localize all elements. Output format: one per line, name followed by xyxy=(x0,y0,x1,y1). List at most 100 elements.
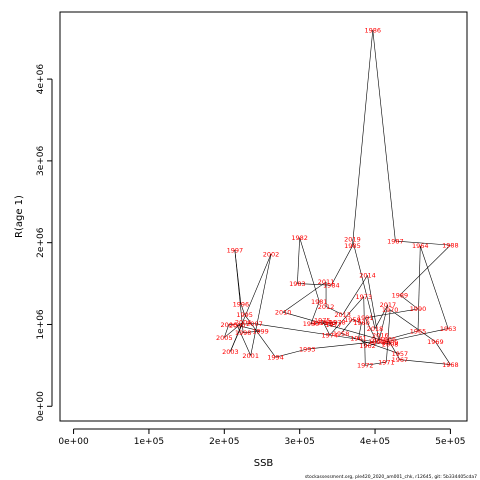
year-connecting-path xyxy=(224,29,451,366)
segment-2003-2004 xyxy=(230,321,244,352)
point-label-1962: 1962 xyxy=(359,342,376,350)
point-label-2014: 2014 xyxy=(359,272,376,280)
segment-1985-1986 xyxy=(352,29,374,246)
segment-1987-1988 xyxy=(395,240,451,246)
x-tick-label: 1e+05 xyxy=(134,437,164,447)
segment-1994-1995 xyxy=(244,314,276,358)
segment-2014-2015 xyxy=(367,275,380,341)
segment-1997-1998 xyxy=(234,250,244,333)
plot-frame xyxy=(59,11,468,422)
point-label-2017: 2017 xyxy=(380,301,397,309)
segment-2016-2017 xyxy=(380,304,389,336)
point-label-1977: 1977 xyxy=(325,321,342,329)
segment-1957-1958 xyxy=(341,333,401,355)
point-label-1961: 1961 xyxy=(350,335,367,343)
segment-1971-1972 xyxy=(365,361,387,366)
point-label-1972: 1972 xyxy=(357,362,374,370)
point-label-1957: 1957 xyxy=(392,350,409,358)
segment-1977-1978 xyxy=(333,321,338,325)
point-label-1995: 1995 xyxy=(236,311,253,319)
segment-1958-1959 xyxy=(340,319,353,334)
segment-2012-2013 xyxy=(325,306,343,315)
point-label-2010: 2010 xyxy=(275,309,292,317)
segment-1970-1971 xyxy=(386,309,391,363)
segment-1976-1977 xyxy=(327,322,334,325)
y-tick-label: 1e+06 xyxy=(36,309,46,340)
segment-2007-2008 xyxy=(254,323,391,345)
segment-1989-1990 xyxy=(399,294,419,310)
point-label-1984: 1984 xyxy=(323,282,340,290)
point-label-2008: 2008 xyxy=(382,340,399,348)
point-label-1975: 1975 xyxy=(314,317,331,325)
y-axis: 0e+00 1e+06 2e+06 3e+06 4e+06 xyxy=(36,64,53,421)
y-tick-label: 3e+06 xyxy=(36,145,46,176)
point-label-1989: 1989 xyxy=(392,291,409,299)
point-label-1960: 1960 xyxy=(353,319,370,327)
point-label-1970: 1970 xyxy=(382,306,399,314)
y-tick-label: 2e+06 xyxy=(36,227,46,258)
point-label-1971: 1971 xyxy=(378,358,395,366)
point-label-2003: 2003 xyxy=(222,348,239,356)
segment-1965-1966 xyxy=(387,330,419,340)
point-label-1999: 1999 xyxy=(252,327,269,335)
point-label-1986: 1986 xyxy=(365,26,382,34)
segment-1983-1984 xyxy=(297,283,332,286)
point-label-2001: 2001 xyxy=(242,352,259,360)
segment-2006-2007 xyxy=(228,323,255,325)
point-label-2000: 2000 xyxy=(229,322,246,330)
point-label-2004: 2004 xyxy=(235,318,252,326)
x-tick-label: 2e+05 xyxy=(209,437,239,447)
y-axis-title: R(age 1) xyxy=(14,195,25,238)
segment-1968-1969 xyxy=(435,341,451,365)
point-label-1996: 1996 xyxy=(233,300,250,308)
point-label-1979: 1979 xyxy=(313,319,330,327)
segment-1979-1980 xyxy=(310,322,321,324)
point-label-2013: 2013 xyxy=(334,311,351,319)
point-label-1968: 1968 xyxy=(442,361,459,369)
point-label-1964: 1964 xyxy=(412,242,429,250)
x-tick-label: 4e+05 xyxy=(360,437,390,447)
segment-1964-1965 xyxy=(417,245,421,332)
segment-1988-1989 xyxy=(399,244,451,296)
segment-1992-1993 xyxy=(307,341,377,350)
point-label-1991: 1991 xyxy=(357,314,374,322)
point-label-1963: 1963 xyxy=(440,325,457,333)
segment-2018-2019 xyxy=(352,239,376,329)
point-label-1973: 1973 xyxy=(355,293,372,301)
point-label-2011: 2011 xyxy=(318,278,335,286)
segment-2010-2011 xyxy=(282,281,327,313)
point-label-2009: 2009 xyxy=(382,339,399,347)
segment-1969-1970 xyxy=(389,309,436,342)
point-label-1982: 1982 xyxy=(291,234,308,242)
point-label-1998: 1998 xyxy=(235,329,252,337)
y-tick-label: 4e+06 xyxy=(36,64,46,95)
point-label-1997: 1997 xyxy=(227,246,244,254)
point-label-2007: 2007 xyxy=(246,320,263,328)
segment-2009-2010 xyxy=(283,311,391,343)
segment-1990-1991 xyxy=(365,308,419,319)
segment-1993-1994 xyxy=(275,348,308,358)
x-tick-label: 5e+05 xyxy=(435,437,465,447)
point-label-1958: 1958 xyxy=(333,330,350,338)
point-label-1985: 1985 xyxy=(344,242,361,250)
point-label-2015: 2015 xyxy=(371,337,388,345)
point-label-1959: 1959 xyxy=(344,316,361,324)
point-label-1983: 1983 xyxy=(289,280,306,288)
segment-1984-1985 xyxy=(331,245,353,286)
segment-1981-1982 xyxy=(299,237,320,302)
point-label-1993: 1993 xyxy=(299,345,316,353)
segment-2005-2006 xyxy=(224,324,230,338)
footer-credit: stockassessment.org, ple420_2020_am001_c… xyxy=(305,474,477,480)
point-label-1980: 1980 xyxy=(303,320,320,328)
x-tick-label: 0e+00 xyxy=(58,437,89,447)
point-label-2019: 2019 xyxy=(344,236,361,244)
segment-1995-1996 xyxy=(240,303,245,315)
segment-1959-1960 xyxy=(352,319,362,324)
segment-2004-2005 xyxy=(224,321,244,338)
point-label-2005: 2005 xyxy=(216,334,233,342)
point-label-1978: 1978 xyxy=(329,318,346,326)
segment-1986-1987 xyxy=(372,29,396,242)
segment-1978-1979 xyxy=(320,321,338,324)
